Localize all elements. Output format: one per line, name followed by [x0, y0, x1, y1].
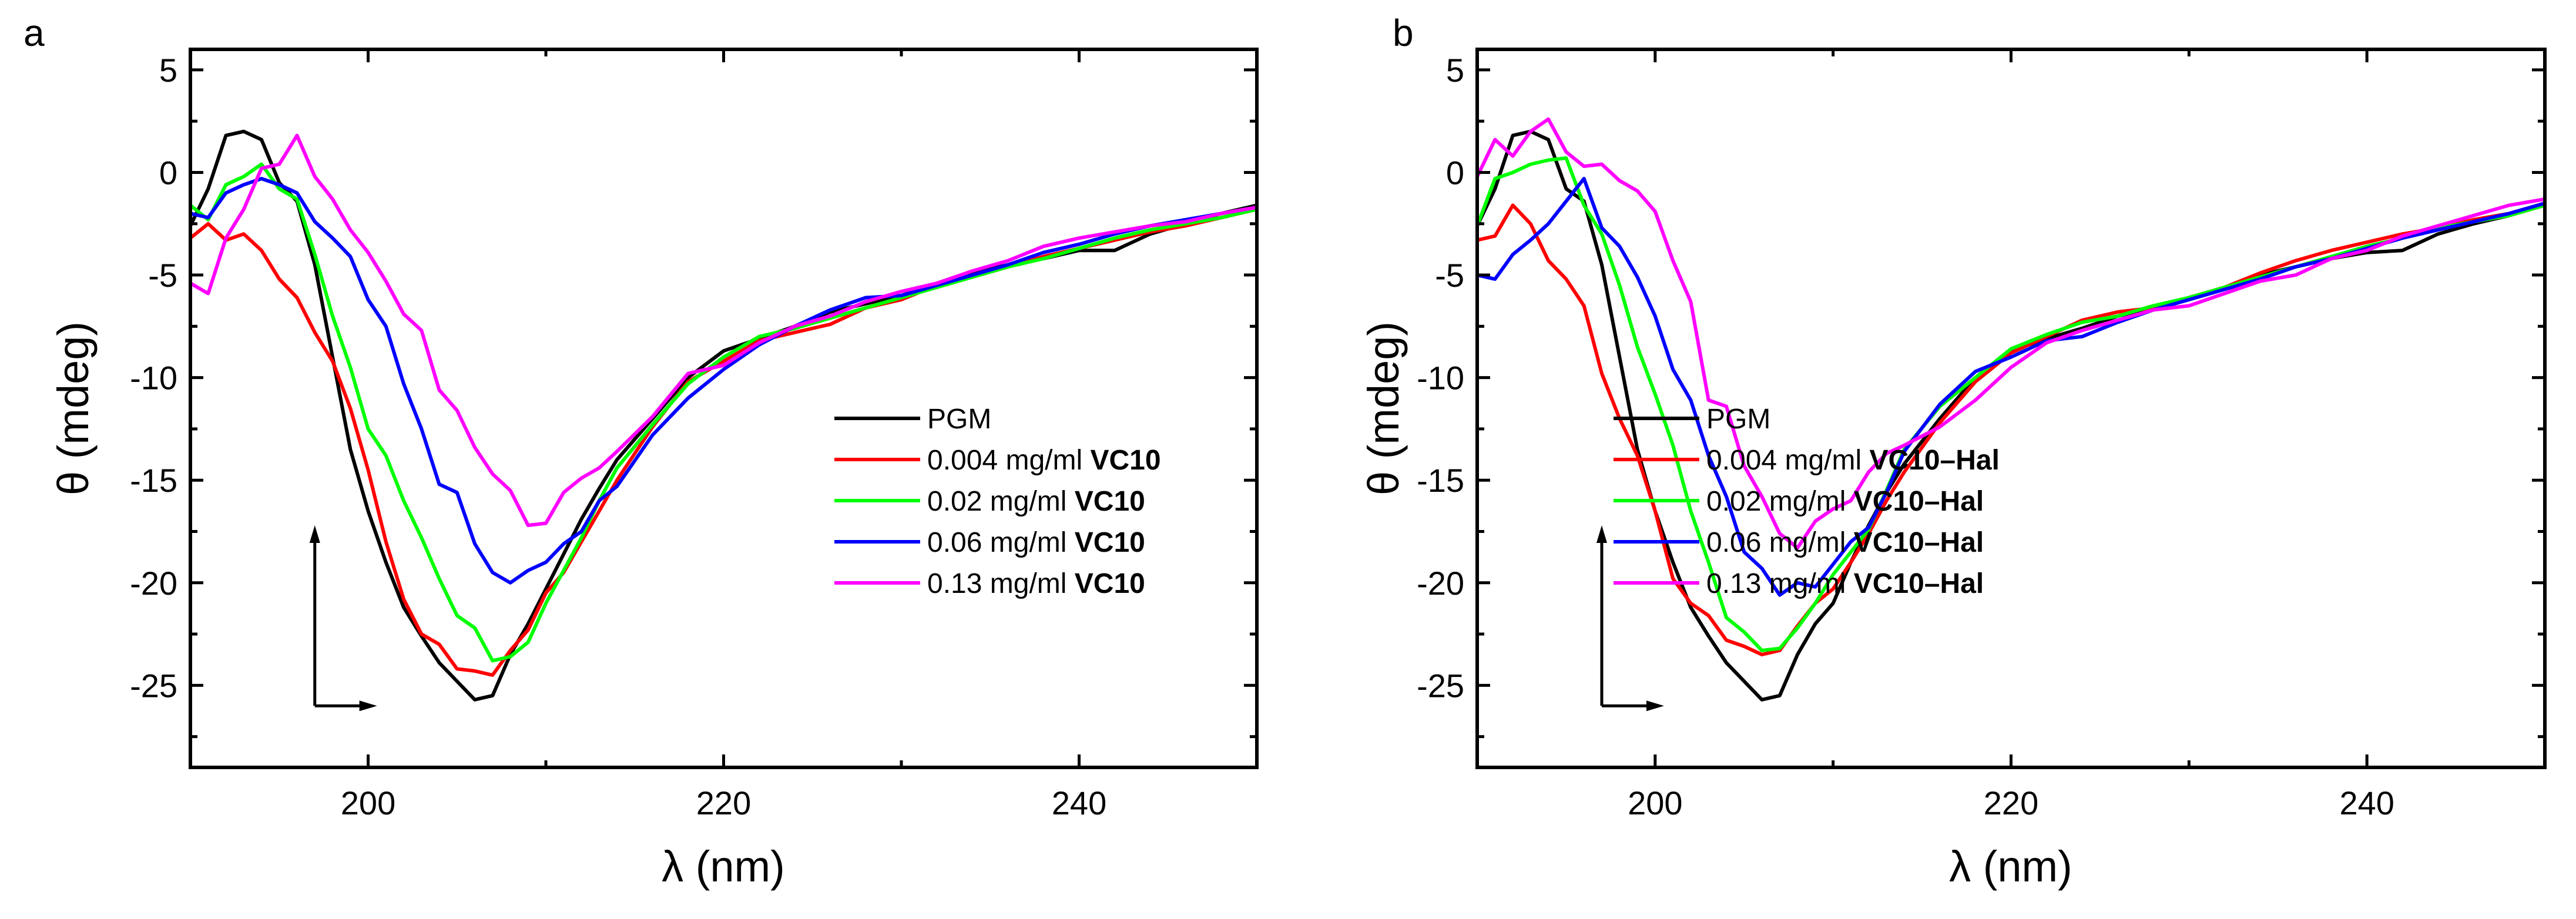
legend-entry: PGM — [1706, 404, 1770, 435]
series-line-4 — [190, 133, 1257, 527]
series-line-2 — [190, 162, 1257, 663]
series-line-1 — [1477, 202, 2545, 656]
x-tick-label: 240 — [1052, 784, 1106, 821]
y-tick-label: -10 — [130, 360, 177, 397]
legend-label: 0.06 mg/ml — [1706, 527, 1854, 558]
y-tick-label: 0 — [159, 154, 177, 191]
legend-entry: 0.02 mg/ml VC10–Hal — [1706, 486, 1984, 517]
legend-entry: PGM — [927, 404, 991, 435]
y-tick-label: -10 — [1417, 360, 1464, 397]
y-tick-label: -5 — [1435, 257, 1464, 294]
arrow-right-head — [1646, 700, 1664, 712]
panel-label: a — [24, 12, 45, 54]
series-line-4 — [1477, 117, 2545, 550]
y-tick-label: -25 — [130, 667, 177, 704]
x-axis-title: λ (nm) — [662, 842, 785, 891]
series-line-2 — [1477, 156, 2545, 652]
arrow-right-head — [359, 700, 377, 712]
y-tick-label: -25 — [1417, 667, 1464, 704]
legend-label: PGM — [1706, 404, 1770, 435]
legend-entry: 0.02 mg/ml VC10 — [927, 486, 1145, 517]
legend-label-bold: VC10 — [1075, 486, 1145, 517]
plot-area — [1477, 117, 2545, 702]
x-axis-title: λ (nm) — [1949, 842, 2072, 891]
x-tick-label: 220 — [1984, 784, 2038, 821]
legend-label-bold: VC10 — [1075, 527, 1145, 558]
series-line-0 — [190, 129, 1257, 702]
legend-label-bold: VC10–Hal — [1869, 445, 1999, 476]
legend-entry: 0.004 mg/ml VC10 — [927, 445, 1161, 476]
legend-label: PGM — [927, 404, 991, 435]
legend-label: 0.02 mg/ml — [927, 486, 1075, 517]
y-tick-label: -15 — [130, 462, 177, 499]
series-line-3 — [1477, 177, 2545, 597]
legend-label-bold: VC10–Hal — [1854, 568, 1984, 599]
x-tick-label: 200 — [341, 784, 395, 821]
legend-entry: 0.004 mg/ml VC10–Hal — [1706, 445, 2000, 476]
y-axis-title: θ (mdeg) — [1359, 321, 1408, 495]
legend-entry: 0.06 mg/ml VC10 — [927, 527, 1145, 558]
legend-label: 0.02 mg/ml — [1706, 486, 1854, 517]
panel-label: b — [1393, 12, 1414, 54]
x-tick-label: 220 — [696, 784, 751, 821]
legend-label: 0.004 mg/ml — [1706, 445, 1869, 476]
plot-area — [190, 129, 1257, 702]
series-line-3 — [190, 177, 1257, 585]
legend-entry: 0.06 mg/ml VC10–Hal — [1706, 527, 1984, 558]
legend-label: 0.004 mg/ml — [927, 445, 1090, 476]
y-axis-title: θ (mdeg) — [49, 321, 98, 495]
y-tick-label: 5 — [1446, 52, 1464, 89]
legend-label-bold: VC10 — [1090, 445, 1160, 476]
y-tick-label: -15 — [1417, 462, 1464, 499]
arrow-up-head — [1596, 525, 1607, 544]
y-tick-label: 5 — [159, 52, 177, 89]
y-tick-label: -5 — [148, 257, 177, 294]
series-line-0 — [1477, 129, 2545, 702]
y-tick-label: -20 — [130, 565, 177, 602]
panel-a: a λ (nm) θ (mdeg) 200 220 240 5 0 -5 -10 -15 -20… — [24, 12, 1259, 891]
legend-label-bold: VC10–Hal — [1854, 527, 1984, 558]
x-tick-label: 200 — [1628, 784, 1682, 821]
legend-entry: 0.13 mg/ml VC10 — [927, 568, 1145, 599]
plot-frame — [1475, 48, 2547, 769]
arrow-up-head — [309, 525, 320, 544]
legend-label-bold: VC10–Hal — [1854, 486, 1984, 517]
legend-label: 0.13 mg/ml — [927, 568, 1075, 599]
y-tick-label: -20 — [1417, 565, 1464, 602]
legend-entry: 0.13 mg/ml VC10–Hal — [1706, 568, 1984, 599]
legend-label: 0.06 mg/ml — [927, 527, 1075, 558]
panel-b: b λ (nm) θ (mdeg) 200 220 240 5 0 -5 -10 -15 -20… — [1359, 12, 2547, 891]
legend-label: 0.13 mg/ml — [1706, 568, 1854, 599]
legend-label-bold: VC10 — [1075, 568, 1145, 599]
x-tick-label: 240 — [2339, 784, 2394, 821]
y-tick-label: 0 — [1446, 154, 1464, 191]
